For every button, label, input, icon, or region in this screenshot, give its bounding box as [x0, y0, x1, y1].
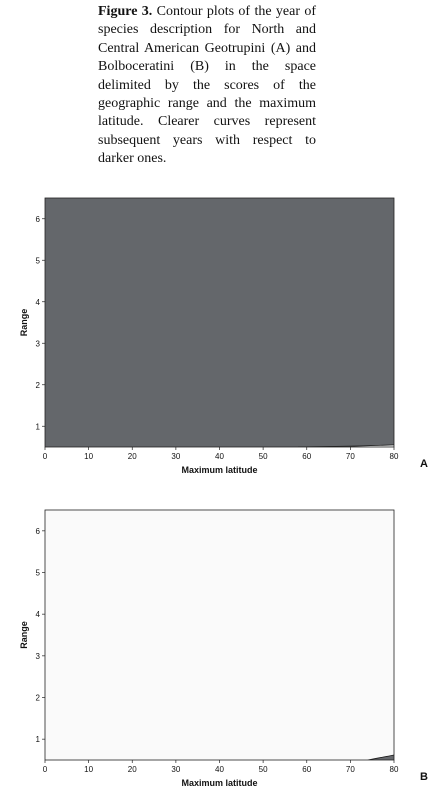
x-tick-label: 0 [43, 452, 48, 461]
contour-plot-b: 0 10 20 30 40 50 60 70 80 1 2 3 4 5 6 Maximum latitude R… [19, 509, 428, 788]
x-axis-label: Maximum latitude [181, 778, 257, 788]
x-tick-label: 0 [43, 765, 48, 774]
x-tick-label: 80 [390, 452, 399, 461]
figure-label: Figure 3. [98, 4, 153, 19]
x-tick-label: 30 [171, 765, 180, 774]
y-tick-label: 5 [36, 256, 41, 265]
figure-caption-text: Contour plots of the year of species des… [98, 4, 317, 167]
x-tick-label: 50 [259, 452, 268, 461]
y-tick-label: 3 [36, 339, 41, 348]
y-tick-label: 5 [36, 569, 41, 578]
x-tick-label: 20 [128, 452, 137, 461]
y-tick-label: 4 [36, 298, 41, 307]
y-tick-label: 2 [36, 694, 41, 703]
x-tick-label: 60 [302, 452, 311, 461]
x-tick-label: 70 [346, 452, 355, 461]
x-tick-label: 20 [128, 765, 137, 774]
contour-region [45, 198, 394, 447]
x-tick-label: 40 [215, 452, 224, 461]
y-tick-label: 6 [36, 215, 41, 224]
y-tick-label: 2 [36, 381, 41, 390]
x-tick-label: 50 [259, 765, 268, 774]
x-tick-label: 30 [171, 452, 180, 461]
contour-plot-a: 0 10 20 30 40 50 60 70 80 1 2 3 4 5 6 Maximum latitude R… [19, 197, 428, 475]
y-tick-label: 1 [36, 422, 41, 431]
x-tick-label: 60 [302, 765, 311, 774]
y-tick-label: 3 [36, 652, 41, 661]
contour-line [367, 754, 394, 760]
y-tick-label: 1 [36, 735, 41, 744]
x-tick-label: 80 [390, 765, 399, 774]
y-tick-label: 4 [36, 610, 41, 619]
x-axis-label: Maximum latitude [181, 465, 257, 475]
x-tick-label: 40 [215, 765, 224, 774]
contour-region [45, 510, 394, 760]
y-tick-label: 6 [36, 527, 41, 536]
figure-caption: Figure 3. Contour plots of the year of s… [98, 3, 316, 169]
panel-label: A [420, 458, 428, 470]
x-tick-label: 10 [84, 452, 93, 461]
x-tick-label: 10 [84, 765, 93, 774]
panel-label: B [420, 771, 428, 783]
y-axis-label: Range [19, 621, 29, 649]
x-tick-label: 70 [346, 765, 355, 774]
y-axis-label: Range [19, 309, 29, 337]
